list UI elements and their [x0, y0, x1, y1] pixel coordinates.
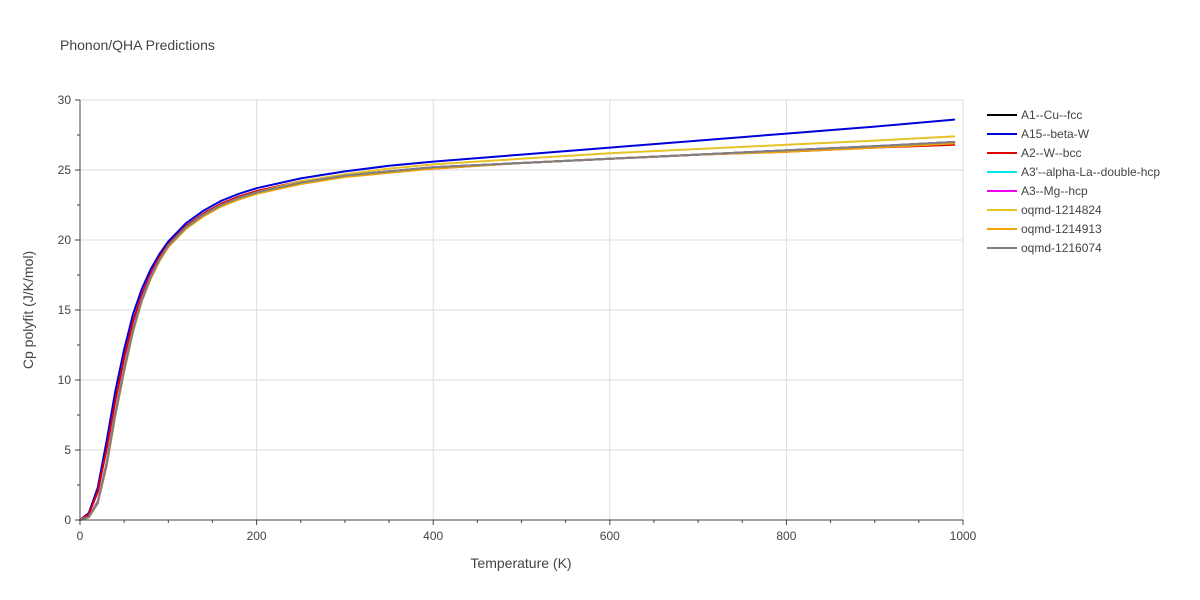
legend-label: oqmd-1216074 [1021, 241, 1102, 255]
legend-item[interactable]: A3--Mg--hcp [987, 184, 1088, 198]
legend-item[interactable]: oqmd-1216074 [987, 241, 1102, 255]
legend: A1--Cu--fcc A15--beta-W A2--W--bcc A3'--alp… [987, 108, 1160, 255]
grid-lines [80, 99, 964, 520]
y-tick-label: 15 [58, 303, 72, 317]
legend-label: A1--Cu--fcc [1021, 108, 1082, 122]
legend-item[interactable]: A15--beta-W [987, 127, 1090, 141]
x-tick-label: 400 [423, 529, 443, 543]
legend-label: oqmd-1214913 [1021, 222, 1102, 236]
x-axis-title: Temperature (K) [470, 555, 571, 571]
series-line-1 [79, 118, 956, 521]
series-lines [79, 118, 956, 521]
chart-title: Phonon/QHA Predictions [60, 37, 215, 53]
y-tick-label: 10 [58, 373, 72, 387]
legend-label: oqmd-1214824 [1021, 203, 1102, 217]
legend-item[interactable]: oqmd-1214913 [987, 222, 1102, 236]
series-line-7 [79, 141, 956, 521]
legend-item[interactable]: oqmd-1214824 [987, 203, 1102, 217]
x-tick-label: 1000 [950, 529, 977, 543]
legend-label: A2--W--bcc [1021, 146, 1081, 160]
legend-item[interactable]: A3'--alpha-La--double-hcp [987, 165, 1160, 179]
y-tick-label: 0 [64, 513, 71, 527]
y-axis-title: Cp polyfit (J/K/mol) [20, 251, 36, 369]
y-tick-label: 30 [58, 93, 72, 107]
y-tick-label: 25 [58, 163, 72, 177]
x-tick-label: 800 [776, 529, 796, 543]
x-tick-label: 200 [247, 529, 267, 543]
x-tick-label: 0 [77, 529, 84, 543]
legend-label: A15--beta-W [1021, 127, 1090, 141]
axes [75, 99, 964, 525]
y-axis-ticks: 0 5 10 15 20 25 30 [58, 93, 72, 527]
legend-label: A3--Mg--hcp [1021, 184, 1088, 198]
y-tick-label: 20 [58, 233, 72, 247]
legend-label: A3'--alpha-La--double-hcp [1021, 165, 1160, 179]
x-axis-ticks: 0 200 400 600 800 1000 [77, 529, 977, 543]
legend-item[interactable]: A2--W--bcc [987, 146, 1081, 160]
legend-item[interactable]: A1--Cu--fcc [987, 108, 1082, 122]
plot-area [75, 99, 964, 525]
x-tick-label: 600 [600, 529, 620, 543]
y-tick-label: 5 [64, 443, 71, 457]
